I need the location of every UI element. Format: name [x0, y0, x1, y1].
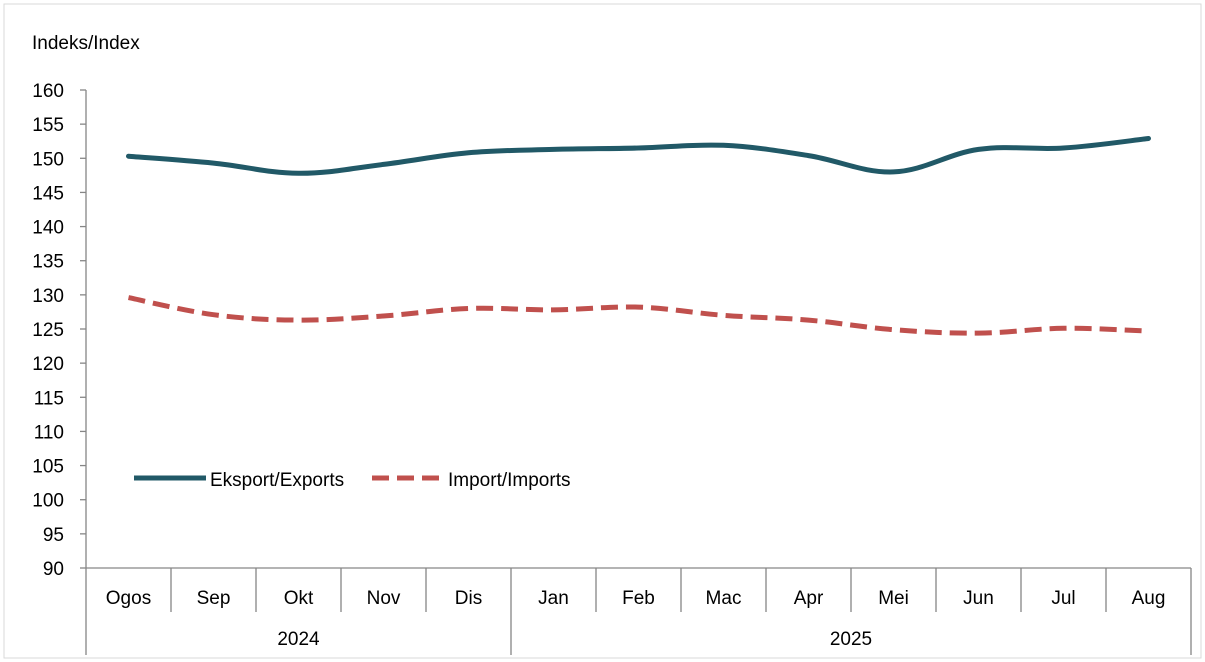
y-tick-label: 110: [34, 422, 64, 443]
data-point: [551, 147, 556, 152]
data-point: [1146, 136, 1151, 141]
x-tick-label: Apr: [794, 588, 824, 609]
data-point: [211, 312, 216, 317]
y-tick-label: 90: [43, 559, 64, 580]
x-tick-label: Okt: [284, 588, 314, 609]
data-point: [466, 150, 471, 155]
data-point: [976, 331, 981, 336]
data-point: [466, 306, 471, 311]
series-line-exports: [126, 136, 1151, 176]
legend-label: Import/Imports: [448, 470, 570, 491]
x-tick-label: Aug: [1132, 588, 1166, 609]
x-tick-label: Ogos: [106, 588, 151, 609]
y-axis: 90 95 100 105 110 115 120 125 130 135 140 145 150 155…: [32, 81, 87, 580]
data-point: [721, 313, 726, 318]
data-point: [891, 169, 896, 174]
data-point: [1061, 146, 1066, 151]
x-tick-label: Jun: [963, 588, 994, 609]
y-tick-label: 130: [32, 286, 64, 307]
x-tick-label: Sep: [197, 588, 231, 609]
y-tick-label: 145: [32, 183, 64, 204]
y-tick-label: 120: [32, 354, 64, 375]
data-point: [636, 146, 641, 151]
y-tick-label: 150: [32, 149, 64, 170]
x-tick-label: Nov: [367, 588, 401, 609]
x-axis: Ogos Sep Okt Nov Dis Jan Feb Mac Apr Mei Jun Jul Aug…: [85, 567, 1192, 655]
series-layer: [126, 136, 1151, 336]
data-point: [976, 147, 981, 152]
series-line-imports: [128, 295, 1149, 336]
y-tick-label: 135: [32, 252, 64, 273]
y-tick-label: 125: [32, 320, 64, 341]
data-point: [891, 327, 896, 332]
chart-border: [3, 3, 1202, 659]
y-tick-label: 115: [34, 388, 64, 409]
legend-label: Eksport/Exports: [210, 470, 344, 491]
x-tick-label: Mac: [706, 588, 742, 609]
y-tick-label: 95: [43, 525, 64, 546]
data-point: [296, 318, 301, 323]
data-point: [551, 307, 556, 312]
y-axis-title: Indeks/Index: [32, 33, 140, 54]
y-tick-label: 140: [32, 218, 64, 239]
data-point: [126, 154, 131, 159]
data-point: [126, 295, 131, 300]
data-point: [1146, 329, 1151, 334]
data-point: [296, 171, 301, 176]
data-point: [1061, 326, 1066, 331]
x-year-label: 2024: [277, 629, 320, 650]
data-point: [381, 314, 386, 319]
data-point: [806, 318, 811, 323]
y-tick-label: 105: [32, 457, 64, 478]
data-point: [211, 161, 216, 166]
x-tick-label: Jul: [1051, 588, 1075, 609]
x-tick-label: Mei: [878, 588, 909, 609]
data-point: [806, 153, 811, 158]
x-tick-label: Jan: [538, 588, 569, 609]
data-point: [636, 305, 641, 310]
y-tick-label: 100: [32, 491, 64, 512]
data-point: [381, 162, 386, 167]
y-tick-label: 155: [32, 115, 64, 136]
x-tick-label: Dis: [455, 588, 482, 609]
x-year-label: 2025: [830, 629, 872, 650]
legend: Eksport/Exports Import/Imports: [134, 470, 570, 491]
x-tick-label: Feb: [622, 588, 655, 609]
y-tick-label: 160: [32, 81, 64, 102]
data-point: [721, 143, 726, 148]
